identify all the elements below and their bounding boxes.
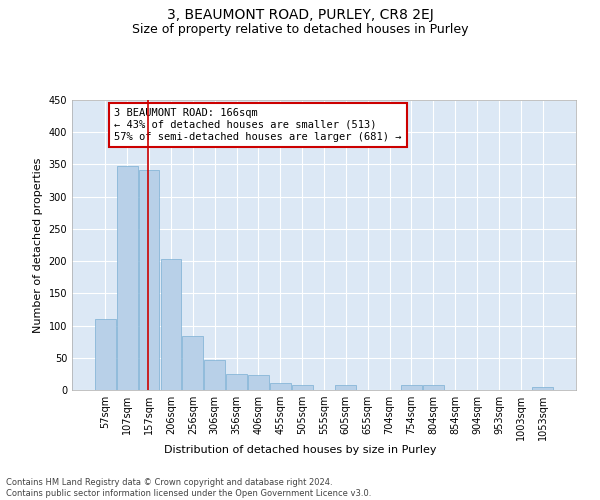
Bar [248, 375, 269, 390]
Text: Size of property relative to detached houses in Purley: Size of property relative to detached ho… [132, 22, 468, 36]
Bar [182, 336, 203, 390]
Text: Contains HM Land Registry data © Crown copyright and database right 2024.
Contai: Contains HM Land Registry data © Crown c… [6, 478, 371, 498]
Text: 3, BEAUMONT ROAD, PURLEY, CR8 2EJ: 3, BEAUMONT ROAD, PURLEY, CR8 2EJ [167, 8, 433, 22]
Text: 3 BEAUMONT ROAD: 166sqm
← 43% of detached houses are smaller (513)
57% of semi-d: 3 BEAUMONT ROAD: 166sqm ← 43% of detache… [114, 108, 401, 142]
Y-axis label: Number of detached properties: Number of detached properties [33, 158, 43, 332]
Bar [532, 387, 553, 390]
Bar [335, 385, 356, 390]
Bar [161, 258, 181, 390]
Bar [401, 385, 422, 390]
Bar [95, 319, 116, 390]
Bar [292, 385, 313, 390]
Bar [204, 360, 225, 390]
Bar [423, 385, 444, 390]
Bar [270, 383, 290, 390]
Bar [139, 170, 160, 390]
Bar [117, 166, 137, 390]
Text: Distribution of detached houses by size in Purley: Distribution of detached houses by size … [164, 445, 436, 455]
Bar [226, 374, 247, 390]
